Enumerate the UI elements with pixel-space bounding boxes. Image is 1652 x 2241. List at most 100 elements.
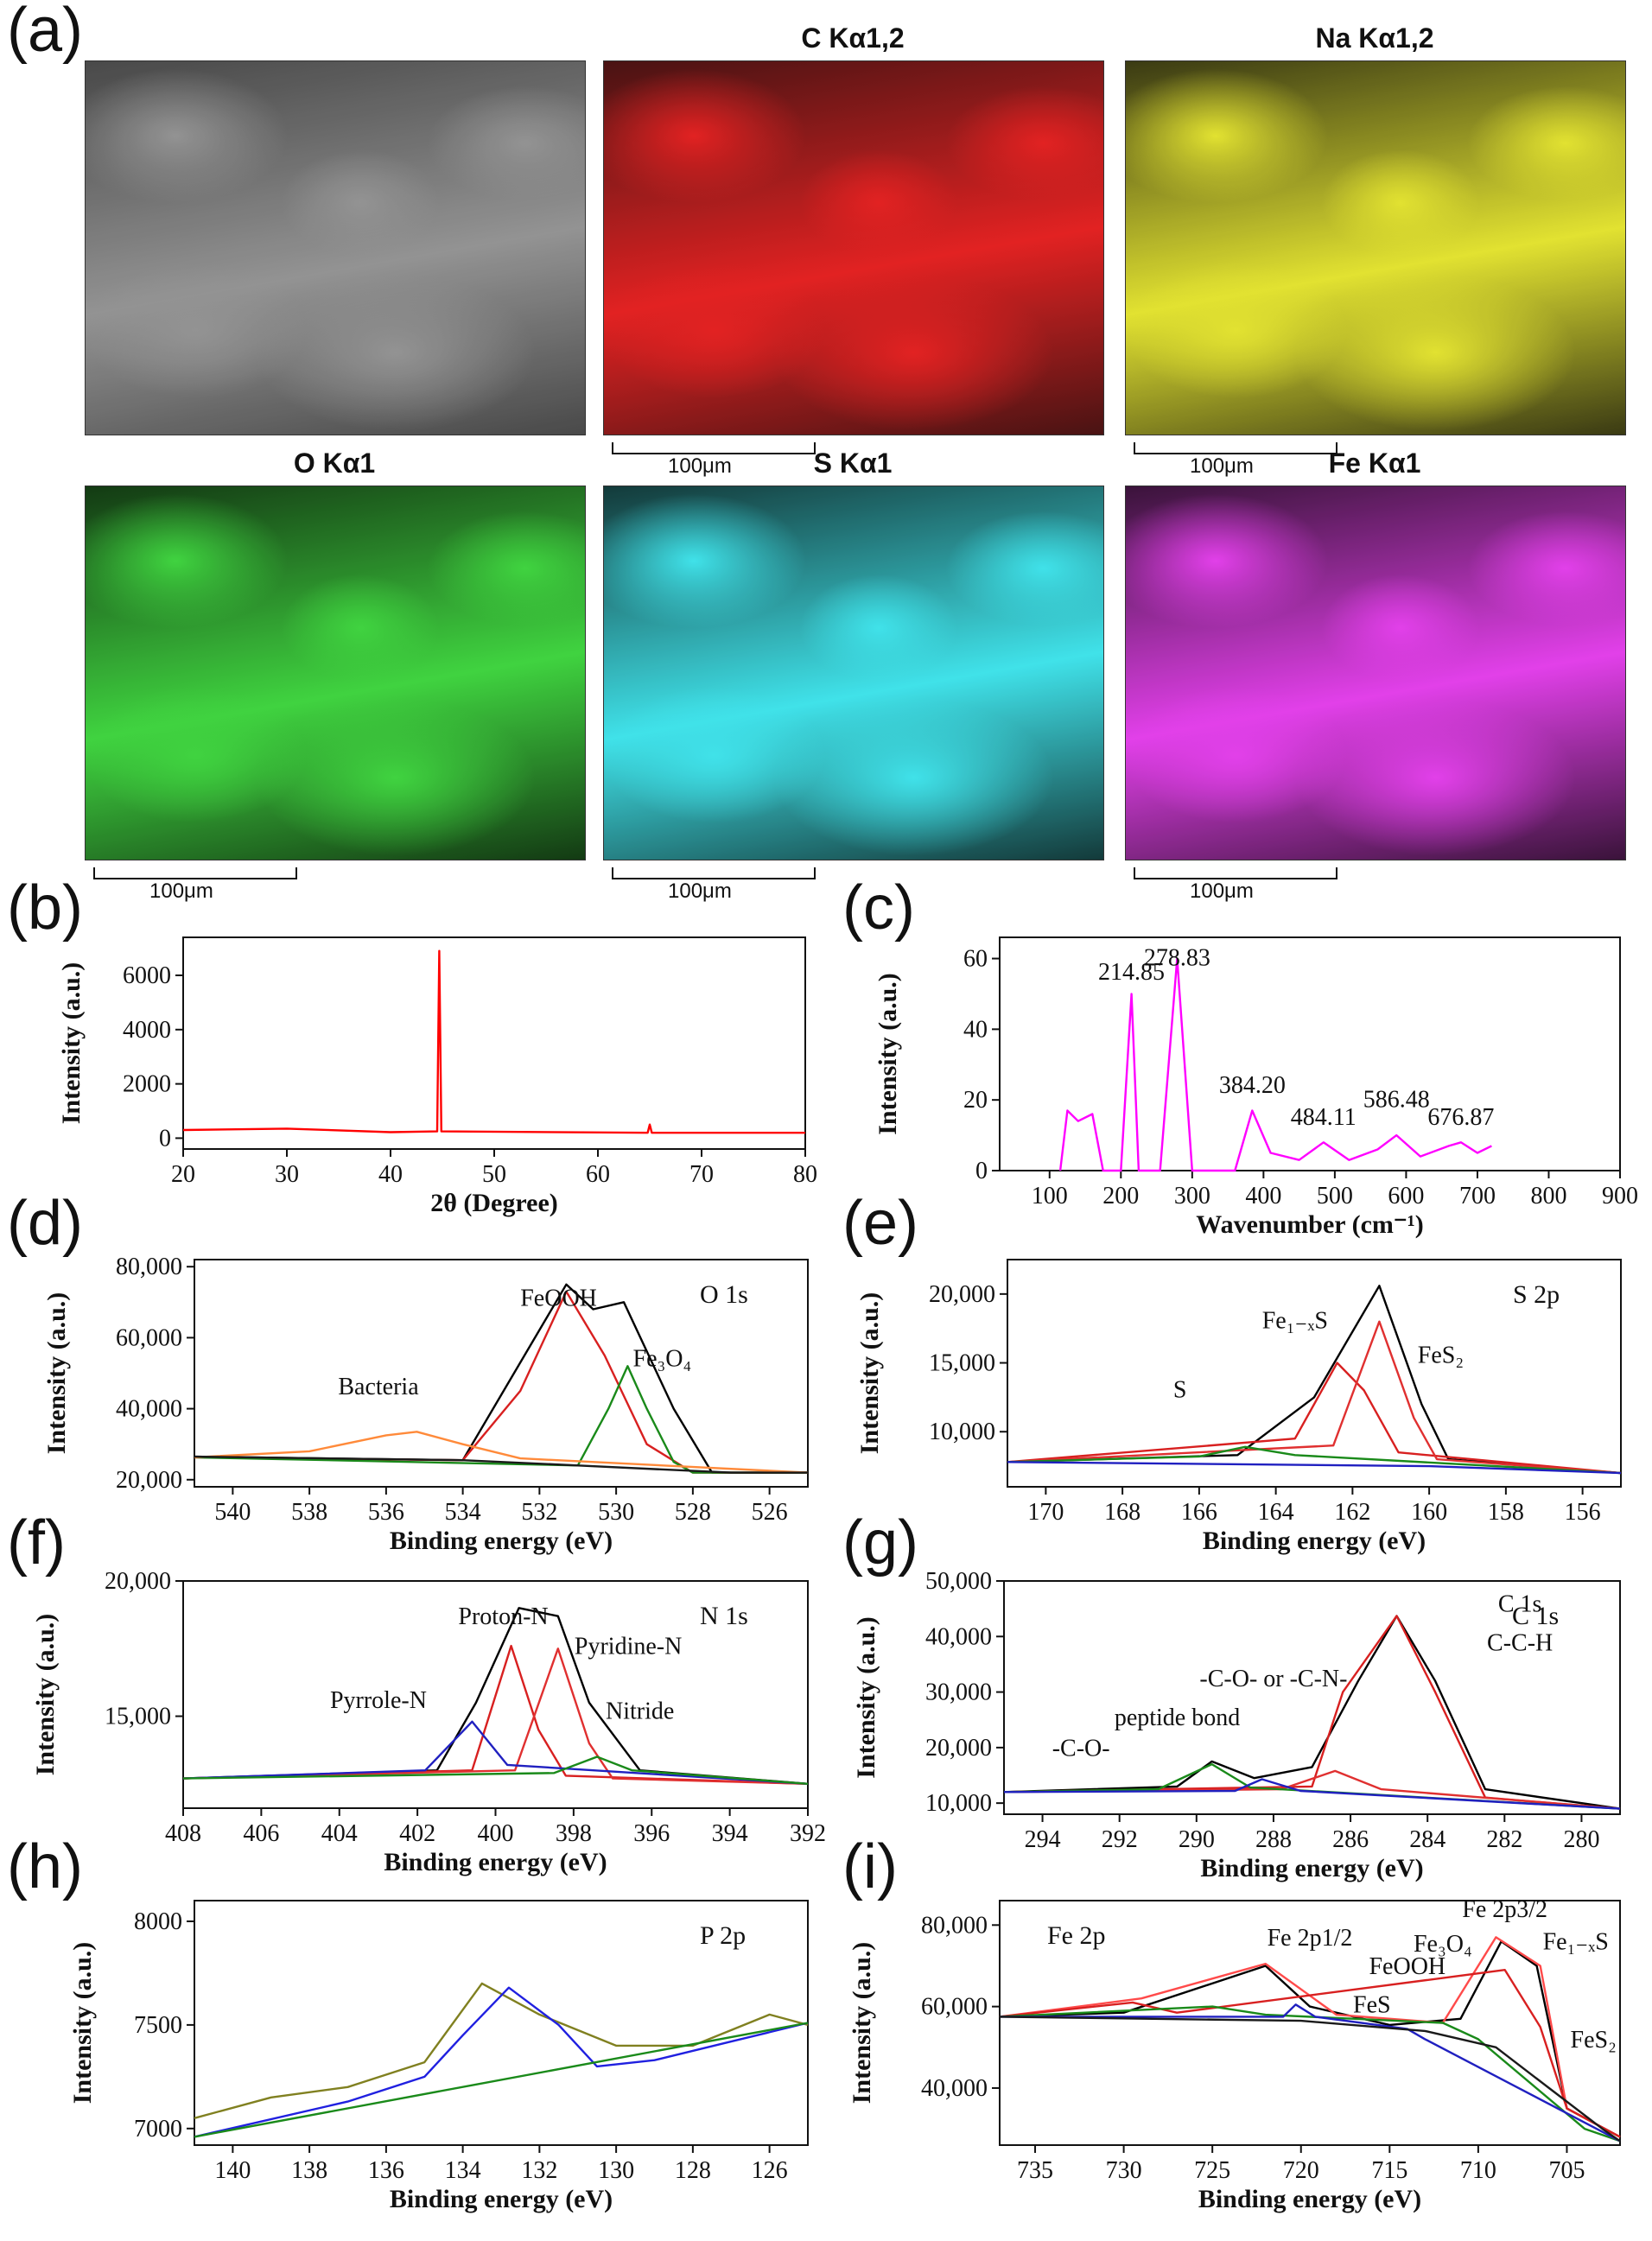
x-tick-label: 40 xyxy=(378,1161,403,1188)
x-tick-label: 170 xyxy=(1027,1499,1064,1526)
panel-label-h: (h) xyxy=(7,1832,83,1901)
y-axis-label: Intensity (a.u.) xyxy=(31,1614,60,1776)
x-tick-label: 394 xyxy=(712,1820,748,1847)
plot-frame xyxy=(182,936,806,1150)
x-tick-label: 528 xyxy=(675,1499,711,1526)
edx-map-o xyxy=(85,486,586,860)
x-tick-label: 534 xyxy=(445,1499,481,1526)
x-tick-label: 730 xyxy=(1106,2157,1142,2184)
x-tick-label: 168 xyxy=(1104,1499,1141,1526)
x-tick-label: 70 xyxy=(689,1161,714,1188)
data-series-line xyxy=(1007,1445,1622,1475)
data-annotation: Bacteria xyxy=(338,1374,419,1400)
y-tick-label: 10,000 xyxy=(925,1790,992,1817)
data-series-line xyxy=(182,1607,809,1785)
x-tick-label: 100 xyxy=(1032,1183,1068,1209)
x-axis-label: Binding energy (eV) xyxy=(1198,2185,1421,2213)
x-tick-label: 392 xyxy=(790,1820,826,1847)
y-tick-label: 60,000 xyxy=(921,1994,988,2021)
x-tick-label: 540 xyxy=(214,1499,251,1526)
x-tick-label: 130 xyxy=(598,2157,634,2184)
chart-title: Fe 2p xyxy=(1047,1921,1106,1950)
x-tick-label: 286 xyxy=(1332,1826,1369,1853)
y-tick-label: 40,000 xyxy=(925,1623,992,1650)
y-axis-label: Intensity (a.u.) xyxy=(852,1616,880,1779)
y-tick-label: 50,000 xyxy=(925,1568,992,1595)
data-annotation: 278.83 xyxy=(1144,945,1210,972)
data-annotation: Fe 2p3/2 xyxy=(1462,1896,1547,1923)
data-series-line xyxy=(194,1283,808,1474)
x-tick-label: 404 xyxy=(321,1820,358,1847)
data-series-line xyxy=(182,1720,809,1785)
data-annotation: Nitride xyxy=(606,1698,674,1725)
plot-frame xyxy=(1007,1259,1622,1488)
data-annotation: 384.20 xyxy=(1219,1072,1286,1099)
edx-map-title: C Kα1,2 xyxy=(801,22,905,54)
x-tick-label: 132 xyxy=(521,2157,557,2184)
data-annotation: Fe₁₋ₓS xyxy=(1262,1308,1328,1335)
x-tick-label: 300 xyxy=(1174,1183,1210,1209)
y-tick-label: 20,000 xyxy=(929,1281,995,1308)
edx-map-title: S Kα1 xyxy=(813,448,893,479)
edx-map-title: Na Kα1,2 xyxy=(1315,22,1434,54)
edx-map-s xyxy=(603,486,1104,860)
x-tick-label: 160 xyxy=(1411,1499,1447,1526)
data-series-line xyxy=(1003,1615,1621,1810)
y-tick-label: 80,000 xyxy=(116,1254,182,1280)
y-axis-label: Intensity (a.u.) xyxy=(57,962,86,1125)
panel-label-g: (g) xyxy=(842,1508,918,1578)
x-tick-label: 162 xyxy=(1334,1499,1370,1526)
y-tick-label: 60,000 xyxy=(116,1324,182,1351)
scale-bar-label: 100μm xyxy=(1190,454,1254,478)
x-tick-label: 538 xyxy=(291,1499,327,1526)
y-tick-label: 6000 xyxy=(123,962,171,989)
x-tick-label: 80 xyxy=(793,1161,817,1188)
data-annotation: Fe₃O₄ xyxy=(633,1345,692,1372)
x-tick-label: 532 xyxy=(521,1499,557,1526)
data-annotation: Proton-N xyxy=(458,1603,548,1630)
data-series-line xyxy=(999,1936,1621,2138)
scale-bar xyxy=(612,442,816,454)
plot-frame xyxy=(999,1900,1621,2146)
y-tick-label: 7500 xyxy=(134,2012,182,2039)
x-tick-label: 530 xyxy=(598,1499,634,1526)
y-tick-label: 30,000 xyxy=(925,1679,992,1706)
plot-frame xyxy=(194,1259,809,1488)
x-tick-label: 156 xyxy=(1565,1499,1601,1526)
x-tick-label: 200 xyxy=(1102,1183,1139,1209)
data-annotation: Fe₁₋ₓS xyxy=(1543,1929,1609,1956)
x-tick-label: 50 xyxy=(482,1161,506,1188)
data-annotation: Fe 2p1/2 xyxy=(1268,1925,1353,1952)
data-annotation: C-C-H xyxy=(1487,1629,1553,1656)
edx-map-title: O Kα1 xyxy=(293,448,376,479)
scale-bar xyxy=(93,867,297,879)
data-series-line xyxy=(182,1647,809,1785)
x-tick-label: 700 xyxy=(1459,1183,1496,1209)
x-tick-label: 710 xyxy=(1460,2157,1496,2184)
x-tick-label: 408 xyxy=(165,1820,201,1847)
chart-title: O 1s xyxy=(700,1280,748,1309)
data-series-line xyxy=(194,1455,808,1474)
data-annotation: Pyridine-N xyxy=(575,1634,682,1660)
x-axis-label: 2θ (Degree) xyxy=(430,1189,558,1217)
data-annotation: 484.11 xyxy=(1291,1104,1357,1131)
x-tick-label: 126 xyxy=(752,2157,788,2184)
data-annotation: Pyrrole-N xyxy=(330,1687,427,1714)
y-tick-label: 15,000 xyxy=(105,1704,171,1730)
data-series-line xyxy=(194,1986,809,2138)
panel-label-a: (a) xyxy=(7,0,83,65)
y-tick-label: 0 xyxy=(975,1158,988,1184)
edx-map-sem xyxy=(85,60,586,435)
x-tick-label: 166 xyxy=(1181,1499,1217,1526)
chart-title: N 1s xyxy=(700,1602,748,1630)
data-annotation: 586.48 xyxy=(1363,1086,1430,1113)
y-tick-label: 40,000 xyxy=(116,1396,182,1423)
x-tick-label: 536 xyxy=(368,1499,404,1526)
y-tick-label: 20,000 xyxy=(105,1568,171,1595)
x-tick-label: 720 xyxy=(1283,2157,1319,2184)
x-axis-label: Binding energy (eV) xyxy=(1200,1854,1423,1882)
x-tick-label: 20 xyxy=(171,1161,195,1188)
x-tick-label: 500 xyxy=(1317,1183,1353,1209)
data-annotation: FeOOH xyxy=(520,1285,597,1311)
